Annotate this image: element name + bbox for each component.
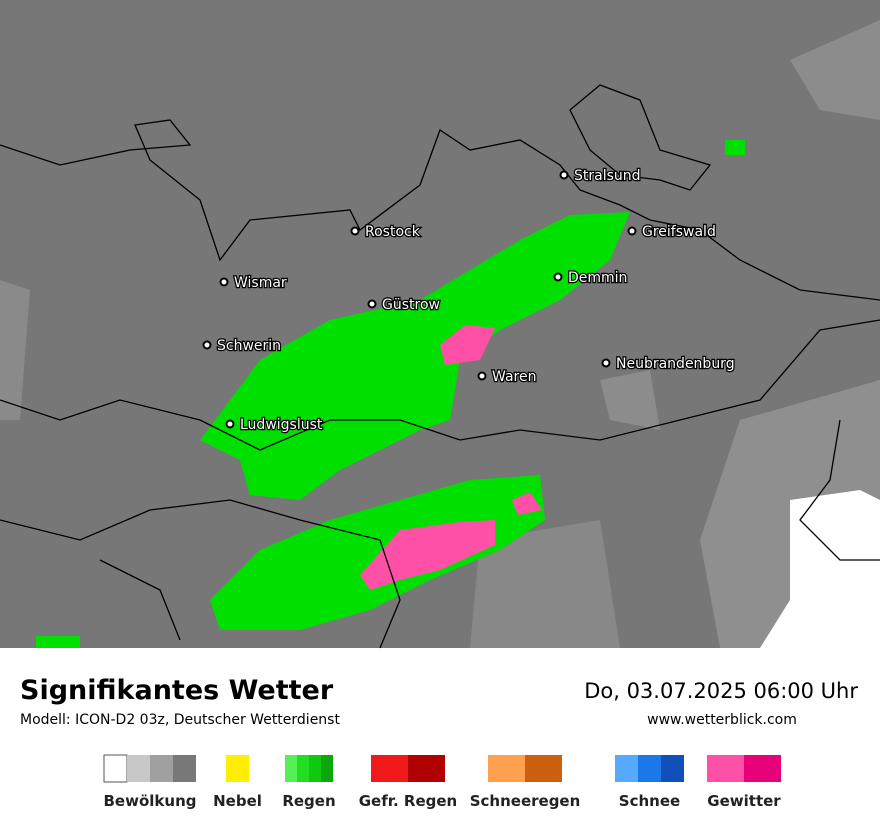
city-label: Wismar — [234, 275, 287, 291]
city-label: Greifswald — [642, 224, 716, 240]
legend-label: Bewölkung — [104, 792, 197, 810]
legend-swatch — [744, 755, 781, 782]
city-label: Demmin — [568, 270, 627, 286]
legend-label: Gefr. Regen — [359, 792, 458, 810]
subtitle: Modell: ICON-D2 03z, Deutscher Wetterdie… — [20, 712, 340, 728]
city-dot — [559, 170, 569, 180]
city-label: Ludwigslust — [240, 417, 323, 433]
city-dot — [627, 226, 637, 236]
legend-label: Nebel — [213, 792, 262, 810]
city-dot — [202, 340, 212, 350]
legend-swatch — [127, 755, 150, 782]
city-label: Neubrandenburg — [616, 356, 735, 372]
city-dot — [367, 299, 377, 309]
city-dot — [350, 226, 360, 236]
legend-swatch — [309, 755, 321, 782]
city-dot — [477, 371, 487, 381]
legend-swatch — [321, 755, 333, 782]
city-label: Güstrow — [382, 297, 440, 313]
legend-swatch — [615, 755, 638, 782]
legend-swatch — [707, 755, 744, 782]
city-dot — [601, 358, 611, 368]
legend-swatch — [408, 755, 445, 782]
legend-label: Schnee — [619, 792, 680, 810]
coastlines — [0, 84, 880, 649]
city-label: Schwerin — [217, 338, 281, 354]
city-dot — [225, 419, 235, 429]
city-label: Rostock — [365, 224, 421, 240]
legend-swatch — [525, 755, 562, 782]
legend-swatch — [226, 755, 249, 782]
legend-swatch — [285, 755, 297, 782]
footer: Signifikantes Wetter Modell: ICON-D2 03z… — [20, 675, 858, 728]
legend-swatch — [103, 754, 128, 783]
legend-label: Schneeregen — [470, 792, 581, 810]
legend-swatch — [661, 755, 684, 782]
legend-swatch — [173, 755, 196, 782]
legend: Bewölkung Nebel Regen Gefr. Regen Schneerege… — [103, 754, 781, 810]
legend-swatch — [371, 755, 408, 782]
city-dot — [219, 277, 229, 287]
legend-swatch — [638, 755, 661, 782]
legend-swatch — [150, 755, 173, 782]
city-label: Waren — [492, 369, 536, 385]
website: www.wetterblick.com — [647, 712, 797, 728]
datetime: Do, 03.07.2025 06:00 Uhr — [584, 679, 858, 703]
cities: Stralsund Greifswald Rostock Demmin Wismar Gü… — [202, 167, 736, 434]
title: Signifikantes Wetter — [20, 675, 334, 706]
city-label: Stralsund — [574, 168, 641, 184]
legend-swatch — [488, 755, 525, 782]
rain-areas — [36, 140, 745, 648]
city-dot — [553, 272, 563, 282]
legend-label: Gewitter — [707, 792, 781, 810]
legend-swatch — [297, 755, 309, 782]
legend-label: Regen — [282, 792, 335, 810]
